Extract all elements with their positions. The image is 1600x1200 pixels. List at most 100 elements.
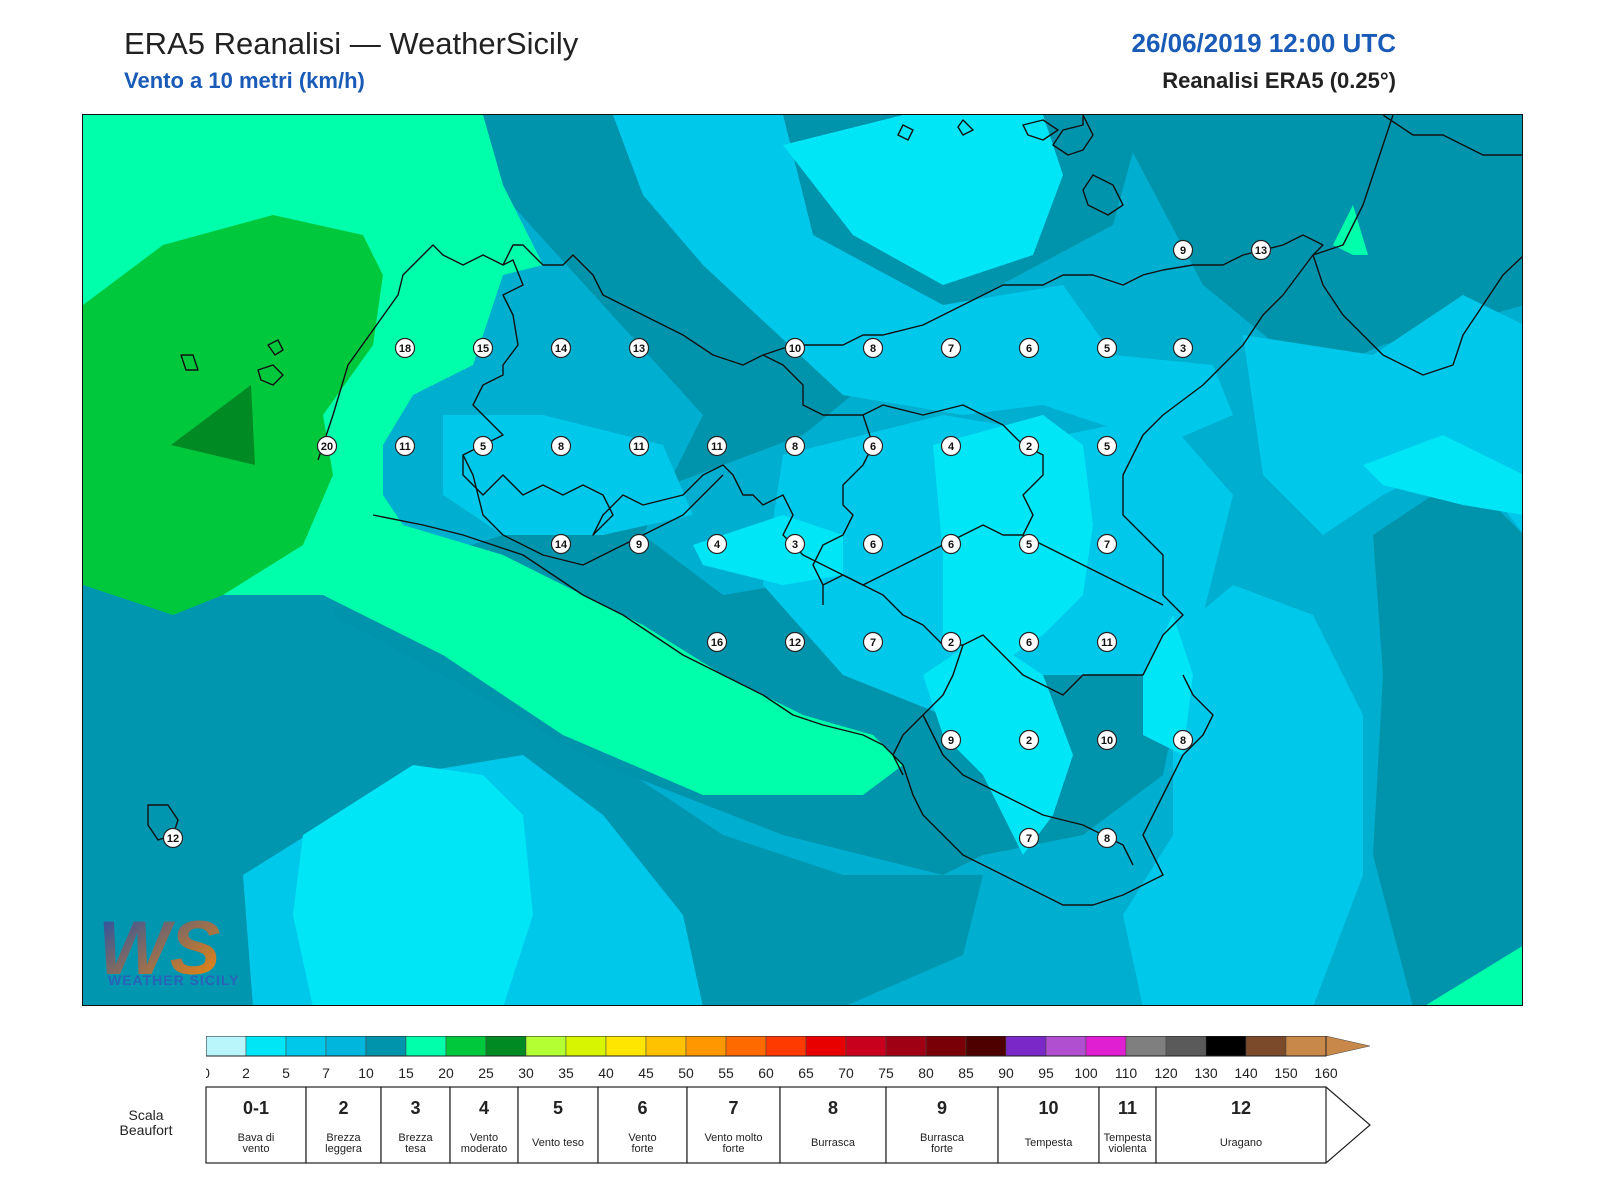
color-scale-tick: 10 (358, 1065, 374, 1081)
wind-point-value: 8 (792, 441, 798, 453)
color-scale-swatch (1285, 1035, 1327, 1057)
color-scale-outline (205, 1035, 1327, 1057)
island (1082, 174, 1124, 216)
wind-point-value: 13 (633, 343, 645, 355)
color-scale-tick: 20 (438, 1065, 454, 1081)
wind-point-marker (1018, 827, 1040, 849)
wind-point-value: 8 (558, 441, 564, 453)
beaufort-box (305, 1086, 382, 1164)
wind-point: 7 (1096, 533, 1118, 555)
south-coast (372, 514, 1214, 906)
wind-point-value: 6 (870, 441, 876, 453)
wind-point-marker (862, 337, 884, 359)
wind-point: 14 (550, 533, 572, 555)
wind-point: 6 (1018, 631, 1040, 653)
wind-point-marker (940, 435, 962, 457)
color-scale-swatch (685, 1035, 727, 1057)
beaufort-description: forte (722, 1143, 744, 1155)
wind-point-marker (940, 533, 962, 555)
wind-point-value: 14 (555, 539, 568, 551)
wind-point-marker (394, 435, 416, 457)
color-scale-swatch (285, 1035, 327, 1057)
wind-point: 2 (1018, 435, 1040, 457)
wind-point-value: 6 (870, 539, 876, 551)
wind-points: 9 13 18 15 14 13 10 8 7 6 5 3 20 11 5 8 11 11 8 6 4 2 5 14 9 4 3 6 6… (162, 239, 1272, 849)
wind-point-value: 16 (711, 637, 723, 649)
field-very-light (933, 415, 1093, 675)
beaufort-force: 0-1 (243, 1098, 269, 1118)
color-scale-tick: 80 (918, 1065, 934, 1081)
wind-point-value: 15 (477, 343, 489, 355)
beaufort-description: Uragano (1220, 1137, 1262, 1149)
beaufort-description: Burrasca (811, 1137, 856, 1149)
field-very-light (1363, 435, 1522, 515)
wind-point: 8 (1172, 729, 1194, 751)
valid-datetime: 26/06/2019 12:00 UTC (1131, 28, 1396, 58)
wind-point-marker (1018, 337, 1040, 359)
field-aqua-green (1426, 946, 1522, 1005)
color-scale-swatch (205, 1035, 247, 1057)
wind-point-marker (1018, 435, 1040, 457)
color-scale-tick: 30 (518, 1065, 534, 1081)
color-scale-tick: 150 (1274, 1065, 1298, 1081)
wind-point-marker (940, 729, 962, 751)
color-scale-tick: 25 (478, 1065, 494, 1081)
color-scale-swatch (565, 1035, 607, 1057)
color-scale-tick: 60 (758, 1065, 774, 1081)
wind-point-marker (862, 533, 884, 555)
sicily-coastline (317, 234, 1324, 696)
model-label: Reanalisi ERA5 (0.25°) (1162, 68, 1396, 93)
wind-point: 2 (1018, 729, 1040, 751)
color-scale-tick: 7 (322, 1065, 330, 1081)
color-scale-swatch (765, 1035, 807, 1057)
beaufort-box (517, 1086, 599, 1164)
beaufort-description: Tempesta (1104, 1132, 1153, 1144)
beaufort-scale-label: Scala Beaufort (119, 1107, 173, 1138)
wind-point-value: 7 (1026, 833, 1032, 845)
beaufort-class: 12 Uragano (1155, 1086, 1371, 1164)
wind-point-value: 10 (789, 343, 801, 355)
beaufort-force: 3 (410, 1098, 420, 1118)
wind-point: 6 (862, 533, 884, 555)
beaufort-force: 4 (479, 1098, 489, 1118)
province-boundary (812, 414, 874, 586)
beaufort-box (1155, 1086, 1371, 1164)
island (897, 124, 914, 141)
wind-point-value: 2 (1026, 441, 1032, 453)
field-dark-green (171, 385, 255, 465)
wind-point-value: 18 (399, 343, 411, 355)
color-scale: 0257101520253035404550556065707580859095… (202, 1035, 1396, 1091)
beaufort-box (1098, 1086, 1157, 1164)
wind-point-value: 7 (1104, 539, 1110, 551)
wind-point: 9 (940, 729, 962, 751)
beaufort-description: Vento (628, 1132, 656, 1144)
color-scale-tick: 95 (1038, 1065, 1054, 1081)
wind-point: 12 (162, 827, 184, 849)
wind-point-value: 3 (792, 539, 798, 551)
wind-point: 8 (550, 435, 572, 457)
wind-point-value: 3 (1180, 343, 1186, 355)
wind-point-marker (940, 337, 962, 359)
wind-point-value: 11 (1101, 637, 1113, 649)
wind-point-value: 6 (1026, 637, 1032, 649)
wind-point-marker (1172, 729, 1194, 751)
beaufort-description: Brezza (326, 1132, 361, 1144)
wind-point: 12 (784, 631, 806, 653)
color-scale-swatch (405, 1035, 447, 1057)
wind-point: 18 (394, 337, 416, 359)
color-scale-tick: 0 (206, 1065, 210, 1081)
color-scale-swatch (805, 1035, 847, 1057)
wind-point-marker (784, 533, 806, 555)
wind-point: 16 (706, 631, 728, 653)
province-boundary (892, 644, 964, 776)
wind-point-marker (1018, 533, 1040, 555)
color-scale-tick: 110 (1115, 1065, 1138, 1081)
beaufort-description: leggera (325, 1143, 363, 1155)
wind-point: 5 (472, 435, 494, 457)
color-scale-tick: 2 (242, 1065, 250, 1081)
color-scale-swatch (725, 1035, 767, 1057)
wind-point: 4 (940, 435, 962, 457)
